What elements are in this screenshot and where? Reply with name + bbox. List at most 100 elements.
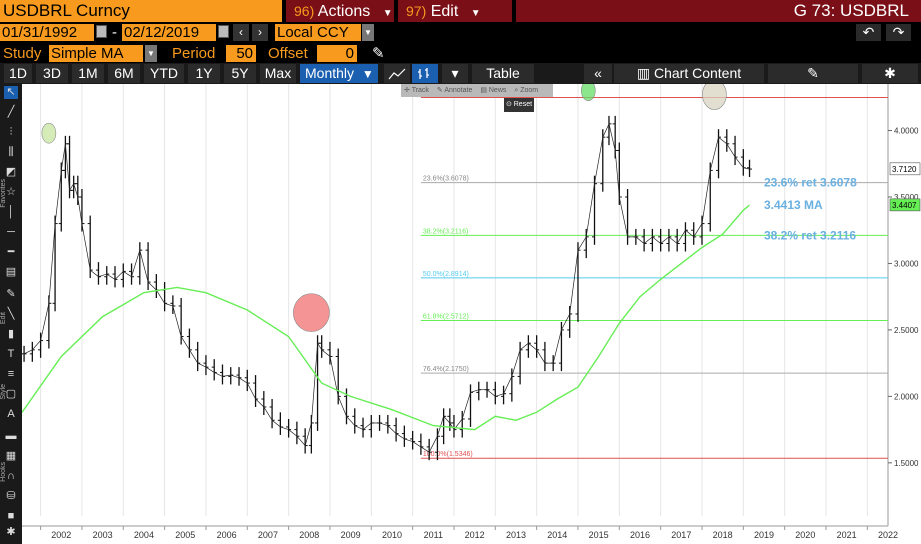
next-arrow-icon[interactable]: ›	[252, 24, 268, 41]
fib-level-label: 76.4%(2.1750)	[423, 366, 469, 373]
line-chart-icon[interactable]	[384, 64, 410, 83]
zoom-button[interactable]: ⌕ Zoom	[514, 87, 539, 94]
x-tick-label: 2002	[51, 530, 71, 540]
box-icon[interactable]: ▢	[5, 388, 17, 400]
channel-tool-icon[interactable]: ⫼	[8, 146, 14, 158]
edit-menu-button[interactable]: 97) Edit ▼	[398, 0, 512, 22]
edit-label: Edit	[430, 3, 459, 20]
price-chart[interactable]: 2002 2003 2004 2005 2006 2007 2008 2009 2010 2011…	[22, 84, 921, 544]
pen-icon[interactable]: ✎	[6, 288, 16, 300]
delete-icon[interactable]: ■	[7, 510, 15, 522]
date-separator: -	[112, 24, 117, 41]
start-date-field[interactable]: 01/31/1992	[0, 24, 94, 41]
tab-max[interactable]: Max	[260, 64, 296, 83]
x-tick-label: 2017	[671, 530, 691, 540]
hooks-icon[interactable]: ∩	[7, 470, 15, 482]
cursor-icon[interactable]: ↖	[4, 86, 18, 99]
currency-select[interactable]: Local CCY	[275, 24, 361, 41]
color-icon[interactable]: ▬	[5, 430, 17, 442]
shape-tool-icon[interactable]: ◩	[5, 166, 17, 178]
hline-icon[interactable]: ━	[7, 246, 15, 258]
x-tick-label: 2009	[341, 530, 361, 540]
star-icon[interactable]: ☆	[6, 186, 16, 198]
brush-icon[interactable]: ╲	[7, 308, 15, 320]
highlight-circle	[293, 293, 330, 332]
tab-6m[interactable]: 6M	[108, 64, 140, 83]
track-button[interactable]: ✛ Track	[404, 87, 429, 94]
price-tag	[889, 162, 921, 176]
offset-field[interactable]: 0	[317, 45, 357, 62]
x-tick-label: 2014	[547, 530, 567, 540]
tab-1d[interactable]: 1D	[4, 64, 32, 83]
highlight-circle	[41, 122, 57, 144]
annotation-label: 3.4413 MA	[764, 198, 823, 212]
tab-3d[interactable]: 3D	[36, 64, 68, 83]
tab-1y[interactable]: 1Y	[188, 64, 220, 83]
actions-menu-button[interactable]: 96) Actions ▼	[286, 0, 394, 22]
calendar-icon[interactable]	[96, 25, 107, 38]
annotate-button[interactable]: ✎ Annotate	[436, 87, 473, 94]
chart-content-label: Chart Content	[653, 65, 742, 81]
annotation-label: 38.2% ret 3.2116	[764, 228, 856, 242]
reset-button[interactable]: ⊙ Reset	[504, 98, 534, 112]
fib-tool-icon[interactable]: ⫶	[9, 126, 13, 138]
bucket-icon[interactable]: ▮	[7, 328, 15, 340]
x-tick-label: 2021	[837, 530, 857, 540]
chevron-down-icon[interactable]: ▼	[145, 45, 157, 62]
redo-icon[interactable]: ↷	[886, 24, 911, 41]
y-tick-label: 3.5000	[894, 193, 919, 202]
bar-chart-icon[interactable]	[412, 64, 438, 83]
news-button[interactable]: ▤ News	[480, 87, 507, 94]
pencil-icon[interactable]: ✎	[372, 45, 385, 62]
tab-ytd[interactable]: YTD	[144, 64, 184, 83]
prev-arrow-icon[interactable]: ‹	[233, 24, 249, 41]
actions-label: Actions	[317, 3, 371, 20]
plot-background	[22, 84, 921, 544]
x-tick-label: 2005	[175, 530, 195, 540]
end-date-field[interactable]: 02/12/2019	[122, 24, 216, 41]
hooks-label: Hooks	[0, 462, 7, 482]
horizontal-line-icon[interactable]: ─	[7, 226, 15, 238]
y-tick-label: 4.0000	[894, 127, 919, 136]
tab-5y[interactable]: 5Y	[224, 64, 256, 83]
collapse-icon[interactable]: «	[584, 64, 612, 83]
chart-mini-toolbar: ✛ Track ✎ Annotate ▤ News ⌕ Zoom	[401, 84, 553, 97]
ruler-icon[interactable]: ▤	[5, 266, 17, 278]
undo-icon[interactable]: ↶	[856, 24, 881, 41]
study-select[interactable]: Simple MA	[49, 45, 143, 62]
chevron-down-icon: ▼	[382, 8, 393, 19]
fib-level-label: 61.8%(2.5712)	[423, 313, 469, 320]
text-tool-icon[interactable]: T	[7, 348, 15, 360]
edit-side-label: Edit	[0, 312, 7, 325]
thickness-icon[interactable]: ≡	[7, 368, 15, 380]
calendar-icon[interactable]	[218, 25, 229, 38]
highlight-circle	[581, 84, 596, 101]
x-tick-label: 2013	[506, 530, 526, 540]
gear-icon[interactable]: ✱	[862, 64, 918, 83]
table-button[interactable]: Table	[472, 64, 534, 83]
font-icon[interactable]: A	[7, 408, 15, 420]
study-label: Study	[3, 45, 42, 62]
vertical-line-icon[interactable]: │	[7, 206, 15, 218]
lock-icon[interactable]: ⛁	[6, 490, 16, 502]
grid-icon[interactable]: ▦	[5, 450, 17, 462]
frequency-select[interactable]: Monthly ▼	[300, 64, 378, 83]
chart-canvas: 2002 2003 2004 2005 2006 2007 2008 2009 2010 2011…	[22, 84, 921, 544]
chart-content-button[interactable]: ▥ Chart Content	[614, 64, 764, 83]
x-tick-label: 2011	[424, 530, 443, 540]
drawing-toolbar: ↖ ╱ ⫶ ⫼ ◩ ☆ │ ─ ━ ▤ ✎ ╲ ▮ T ≡ ▢ A ▬ ▦ ∩ …	[0, 84, 22, 544]
ticker-field[interactable]: USDBRL Curncy	[0, 0, 282, 22]
page-code: G 73: USDBRL	[516, 0, 921, 22]
x-tick-label: 2019	[754, 530, 774, 540]
range-tab-bar: 1D 3D 1M 6M YTD 1Y 5Y Max Monthly ▼ ▾ Ta…	[0, 63, 921, 84]
y-tick-label: 1.5000	[894, 459, 919, 468]
tab-1m[interactable]: 1M	[72, 64, 104, 83]
favorites-label: Favorites	[0, 179, 7, 208]
line-tool-icon[interactable]: ╱	[7, 106, 15, 118]
x-tick-label: 2015	[589, 530, 609, 540]
settings-icon[interactable]: ✱	[6, 526, 16, 538]
chevron-down-icon[interactable]: ▾	[442, 64, 468, 83]
chevron-down-icon[interactable]: ▼	[362, 24, 374, 41]
edit-chart-icon[interactable]: ✎	[768, 64, 858, 83]
period-field[interactable]: 50	[226, 45, 256, 62]
